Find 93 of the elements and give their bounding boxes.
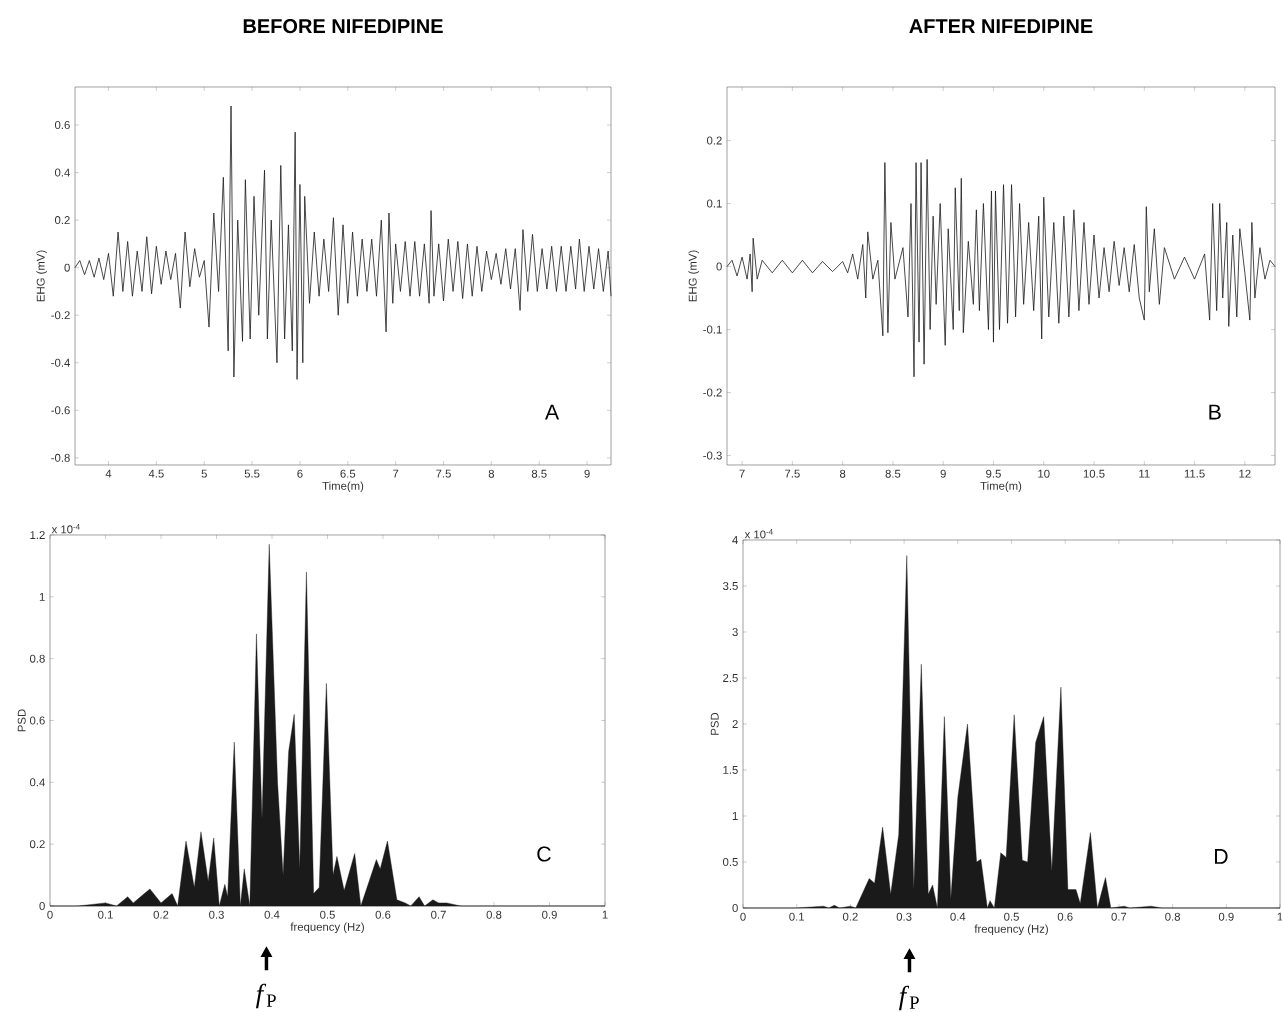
x-tick-label: 10.5: [1083, 469, 1105, 478]
y-tick-label: -0.4: [51, 358, 70, 367]
annotation: f$_{P}$: [255, 983, 276, 1009]
y-tick-label: -0.2: [703, 388, 722, 397]
x-tick-label: 0.6: [1057, 912, 1073, 921]
chart-title: BEFORE NIFEDIPINE: [243, 19, 443, 34]
x-tick-label: 8: [488, 469, 495, 478]
y-tick-label: 0.2: [54, 216, 70, 225]
line-series: [726, 159, 1276, 378]
y-tick-label: 0.8: [29, 654, 45, 663]
x-tick-label: 0.6: [375, 910, 391, 919]
y-tick-label: 0: [64, 263, 70, 272]
x-tick-label: 5: [201, 469, 207, 478]
x-tick-label: 9.5: [986, 469, 1001, 478]
y-tick-label: -0.2: [51, 311, 70, 320]
x-tick-label: 10: [1038, 469, 1050, 478]
y-tick-label: 0.6: [54, 121, 70, 130]
x-tick-label: 0.9: [542, 910, 557, 919]
y-tick-label: 1.2: [30, 531, 45, 539]
annotation: C: [537, 846, 551, 862]
x-tick-label: 6: [297, 469, 303, 478]
y-tick-label: -0.8: [51, 453, 70, 462]
y-tick-label: 0.1: [706, 199, 722, 208]
x-tick-label: 7: [739, 469, 745, 478]
y-axis-title: EHG (mV): [36, 250, 47, 302]
x-tick-label: 0.1: [98, 910, 113, 919]
x-tick-label: 7: [393, 469, 399, 478]
y-tick-label: 0.2: [706, 136, 722, 145]
y-tick-label: 0.5: [722, 857, 738, 866]
x-tick-label: 0.8: [1165, 912, 1180, 921]
x-tick-label: 6.5: [340, 469, 356, 478]
x-tick-label: 0.5: [1004, 912, 1019, 921]
x-tick-label: 11.5: [1184, 469, 1205, 478]
y-tick-label: -0.3: [703, 451, 722, 460]
x-tick-label: 1: [1277, 912, 1282, 921]
y-axis-title: PSD: [17, 709, 26, 732]
y-tick-label: -0.1: [703, 325, 722, 334]
x-tick-label: 12: [1239, 469, 1251, 478]
x-tick-label: 0.3: [209, 910, 224, 919]
x-tick-label: 0.1: [789, 912, 805, 921]
annotation: B: [1209, 404, 1221, 420]
x-tick-label: 0.7: [1111, 912, 1127, 921]
line-series: [74, 105, 612, 380]
y-tick-label: 1: [39, 592, 45, 601]
y-tick-label: 0: [39, 901, 45, 910]
y-axis-title: EHG (mV): [688, 250, 699, 302]
x-tick-label: 11: [1139, 469, 1150, 478]
y-tick-label: 2.5: [723, 673, 738, 682]
x-tick-label: 0.4: [950, 912, 966, 921]
annotation: f$_{P}$: [899, 985, 919, 1011]
x-axis-title: frequency (Hz): [974, 924, 1048, 936]
y-tick-label: 0.6: [29, 716, 45, 725]
x-tick-label: 7.5: [785, 469, 800, 478]
y-tick-label: 0.4: [54, 168, 70, 177]
x-tick-label: 0.9: [1218, 912, 1234, 921]
x-tick-label: 0.5: [320, 910, 335, 919]
x-tick-label: 0.2: [842, 912, 858, 921]
y-tick-label: -0.6: [51, 406, 70, 415]
y-tick-label: 0: [732, 903, 738, 912]
y-tick-label: 3.5: [722, 581, 738, 590]
y-tick-label: 4: [732, 536, 738, 544]
x-axis-title: frequency (Hz): [290, 922, 364, 934]
x-tick-label: 4.5: [148, 469, 164, 478]
x-tick-label: 5.5: [244, 469, 260, 478]
x-tick-label: 9: [940, 469, 946, 478]
x-axis-title: Time(m): [322, 481, 364, 493]
y-axis-title: PSD: [710, 712, 719, 735]
x-tick-label: 0: [740, 912, 746, 921]
x-tick-label: 8: [839, 469, 846, 478]
x-tick-label: 0.7: [431, 910, 446, 919]
chart-title: AFTER NIFEDIPINE: [909, 19, 1093, 33]
x-axis-title: Time(m): [980, 481, 1022, 493]
x-tick-label: 1: [602, 910, 608, 919]
x-tick-label: 8.5: [885, 469, 901, 478]
x-tick-label: 0.2: [153, 910, 169, 919]
x-tick-label: 9: [584, 469, 590, 478]
y-tick-label: 0.4: [29, 778, 45, 787]
text: x 10$^{-4}$: [744, 529, 773, 539]
y-tick-label: 1: [732, 812, 738, 820]
y-tick-label: 2: [732, 720, 738, 728]
x-tick-label: 0.8: [486, 910, 502, 919]
text: x 10$^{-4}$: [51, 524, 80, 534]
annotation: D: [1214, 849, 1228, 864]
y-tick-label: 0.2: [29, 840, 45, 849]
y-tick-label: 0: [716, 262, 722, 271]
x-tick-label: 4: [105, 469, 112, 478]
x-tick-label: 8.5: [531, 469, 547, 478]
x-tick-label: 0.3: [896, 912, 912, 921]
x-tick-label: 7.5: [436, 469, 451, 478]
annotation: A: [544, 404, 560, 420]
x-tick-label: 0.4: [264, 910, 280, 919]
y-tick-label: 1.5: [723, 766, 738, 774]
y-tick-label: 3: [732, 627, 738, 636]
